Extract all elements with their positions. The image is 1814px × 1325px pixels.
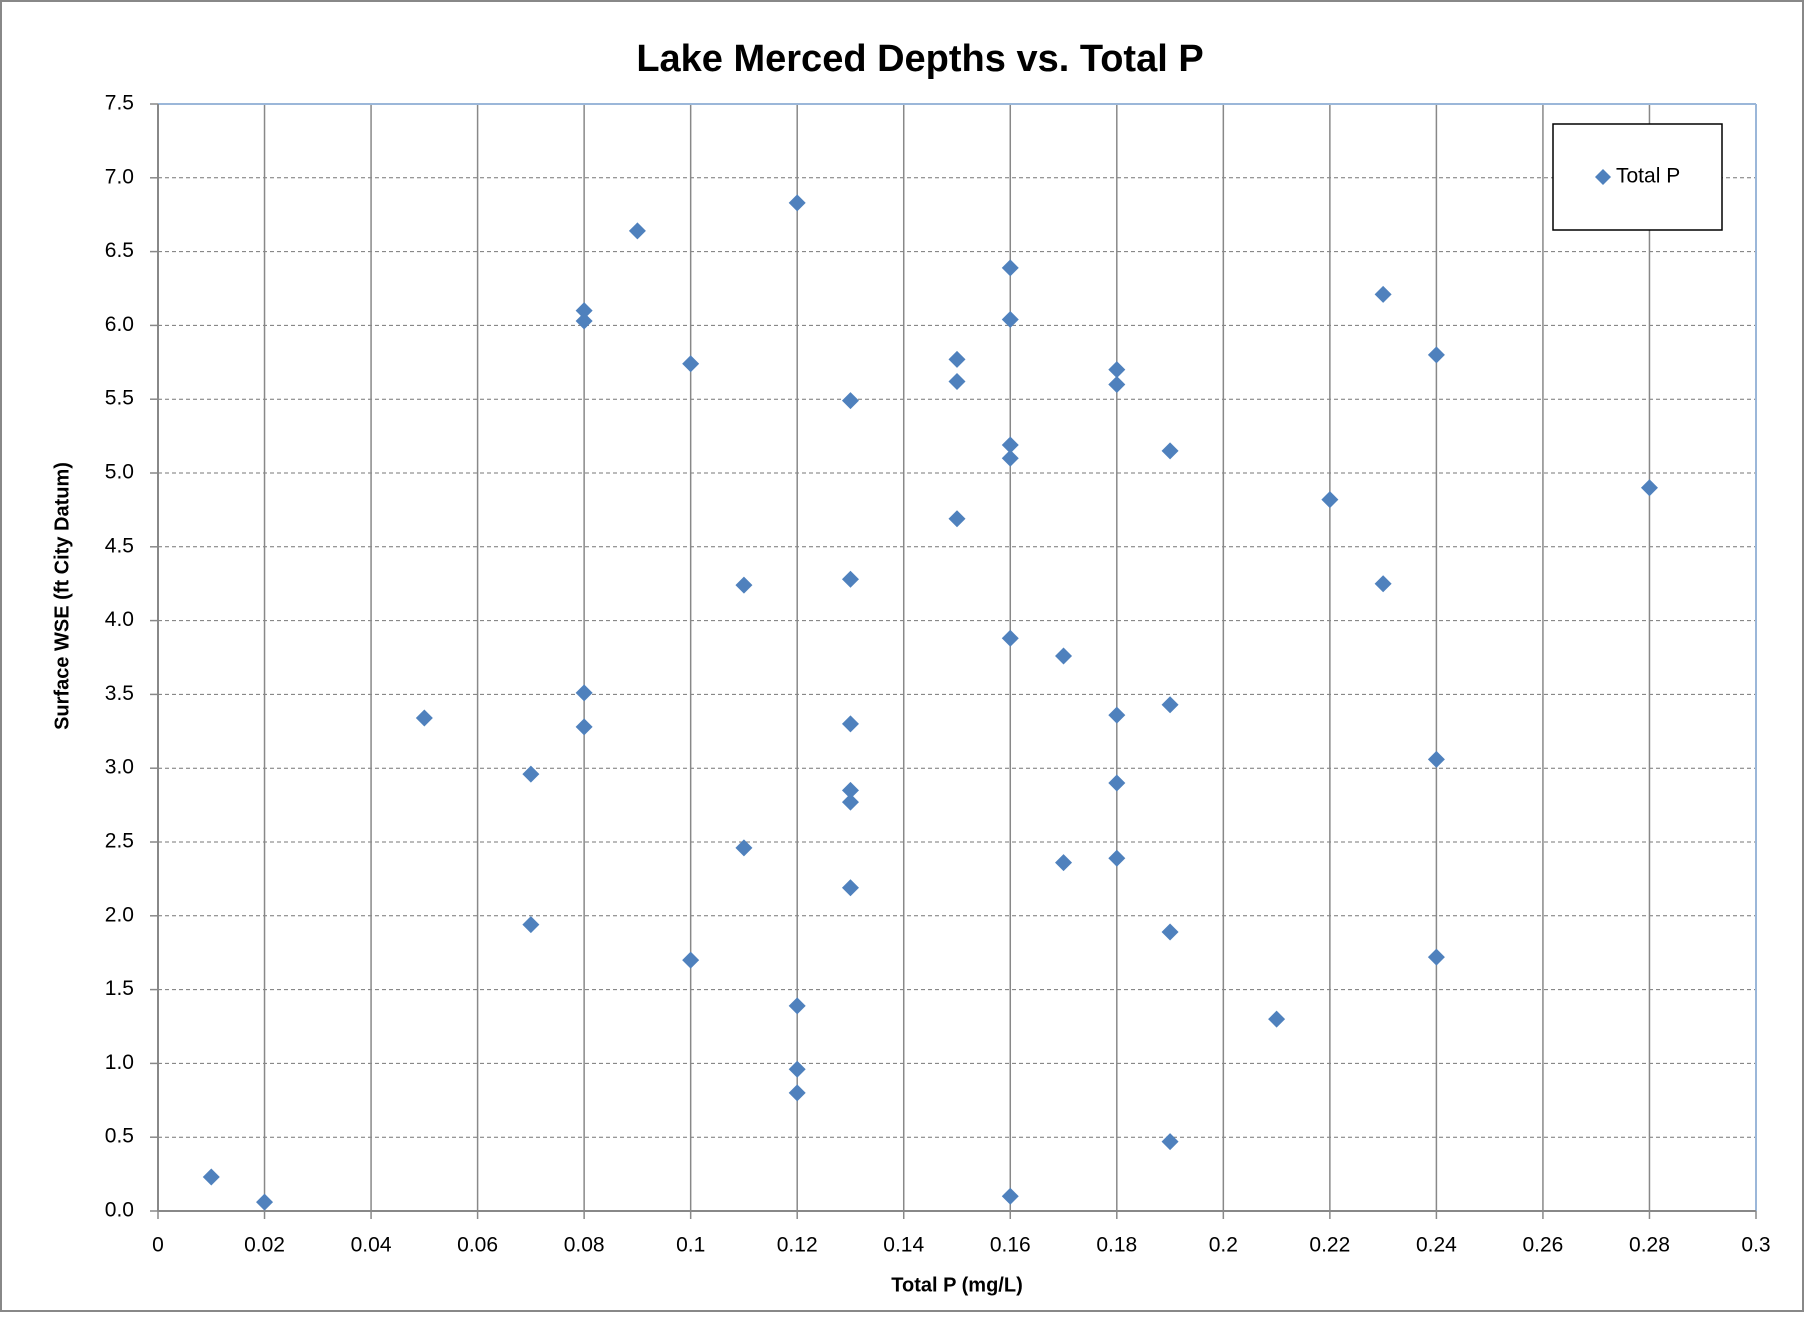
point <box>841 793 859 811</box>
point <box>682 951 700 969</box>
y-tick-label: 3.0 <box>105 756 134 779</box>
point <box>788 1084 806 1102</box>
point <box>1640 479 1658 497</box>
point <box>1161 442 1179 460</box>
y-tick-label: 4.0 <box>105 608 134 631</box>
y-tick-label: 1.5 <box>105 977 134 1000</box>
point <box>1108 361 1126 379</box>
point <box>948 510 966 528</box>
y-tick-label: 7.5 <box>105 92 134 115</box>
point <box>1055 854 1073 872</box>
x-tick-label: 0.2 <box>1209 1234 1238 1257</box>
point <box>1374 575 1392 593</box>
x-tick-label: 0.02 <box>244 1234 285 1257</box>
point <box>628 222 646 240</box>
point <box>1268 1010 1286 1028</box>
point <box>1108 375 1126 393</box>
x-tick-label: 0.26 <box>1522 1234 1563 1257</box>
x-tick-label: 0.1 <box>676 1234 705 1257</box>
point <box>1001 259 1019 277</box>
point <box>1427 346 1445 364</box>
x-tick-label: 0.18 <box>1096 1234 1137 1257</box>
point <box>1374 285 1392 303</box>
point <box>1001 629 1019 647</box>
point <box>1001 310 1019 328</box>
y-tick-label: 0.5 <box>105 1125 134 1148</box>
x-tick-label: 0 <box>152 1234 164 1257</box>
x-tick-label: 0.24 <box>1416 1234 1457 1257</box>
point <box>1321 491 1339 509</box>
point <box>1001 449 1019 467</box>
y-tick-label: 6.0 <box>105 313 134 336</box>
point <box>1055 647 1073 665</box>
legend-box <box>1552 123 1723 231</box>
y-tick-label: 7.0 <box>105 165 134 188</box>
point <box>1427 750 1445 768</box>
point <box>256 1193 274 1211</box>
y-tick-label: 4.5 <box>105 534 134 557</box>
x-tick-label: 0.12 <box>777 1234 818 1257</box>
point <box>841 879 859 897</box>
point <box>522 765 540 783</box>
point <box>788 997 806 1015</box>
point <box>1108 774 1126 792</box>
x-tick-label: 0.28 <box>1629 1234 1670 1257</box>
y-tick-label: 2.5 <box>105 830 134 853</box>
legend-marker <box>1595 169 1611 185</box>
point <box>735 839 753 857</box>
point <box>415 709 433 727</box>
point <box>575 312 593 330</box>
y-tick-label: 0.0 <box>105 1199 134 1222</box>
point <box>575 302 593 320</box>
y-tick-label: 1.0 <box>105 1051 134 1074</box>
legend-label: Total P <box>1616 165 1680 188</box>
point <box>788 194 806 212</box>
y-axis-label: Surface WSE (ft City Datum) <box>51 462 73 730</box>
point <box>788 1060 806 1078</box>
point <box>735 576 753 594</box>
point <box>1427 948 1445 966</box>
point <box>948 350 966 368</box>
point <box>1108 706 1126 724</box>
point <box>1161 696 1179 714</box>
point <box>1108 849 1126 867</box>
chart-title: Lake Merced Depths vs. Total P <box>636 38 1203 80</box>
y-tick-label: 5.0 <box>105 461 134 484</box>
x-axis-label: Total P (mg/L) <box>891 1274 1022 1296</box>
x-tick-label: 0.16 <box>990 1234 1031 1257</box>
point <box>841 781 859 799</box>
y-tick-label: 6.5 <box>105 239 134 262</box>
y-tick-label: 3.5 <box>105 682 134 705</box>
point <box>575 718 593 736</box>
point <box>948 372 966 390</box>
x-tick-label: 0.3 <box>1741 1234 1770 1257</box>
x-tick-label: 0.06 <box>457 1234 498 1257</box>
point <box>1161 923 1179 941</box>
x-tick-label: 0.14 <box>883 1234 924 1257</box>
y-tick-label: 2.0 <box>105 903 134 926</box>
point <box>841 570 859 588</box>
x-tick-label: 0.22 <box>1309 1234 1350 1257</box>
point <box>522 916 540 934</box>
y-tick-label: 5.5 <box>105 387 134 410</box>
point <box>1001 436 1019 454</box>
point <box>682 355 700 373</box>
point <box>841 392 859 410</box>
point <box>1161 1133 1179 1151</box>
point <box>1001 1187 1019 1205</box>
point <box>841 715 859 733</box>
x-tick-label: 0.04 <box>351 1234 392 1257</box>
x-tick-label: 0.08 <box>564 1234 605 1257</box>
point <box>202 1168 220 1186</box>
point <box>575 684 593 702</box>
